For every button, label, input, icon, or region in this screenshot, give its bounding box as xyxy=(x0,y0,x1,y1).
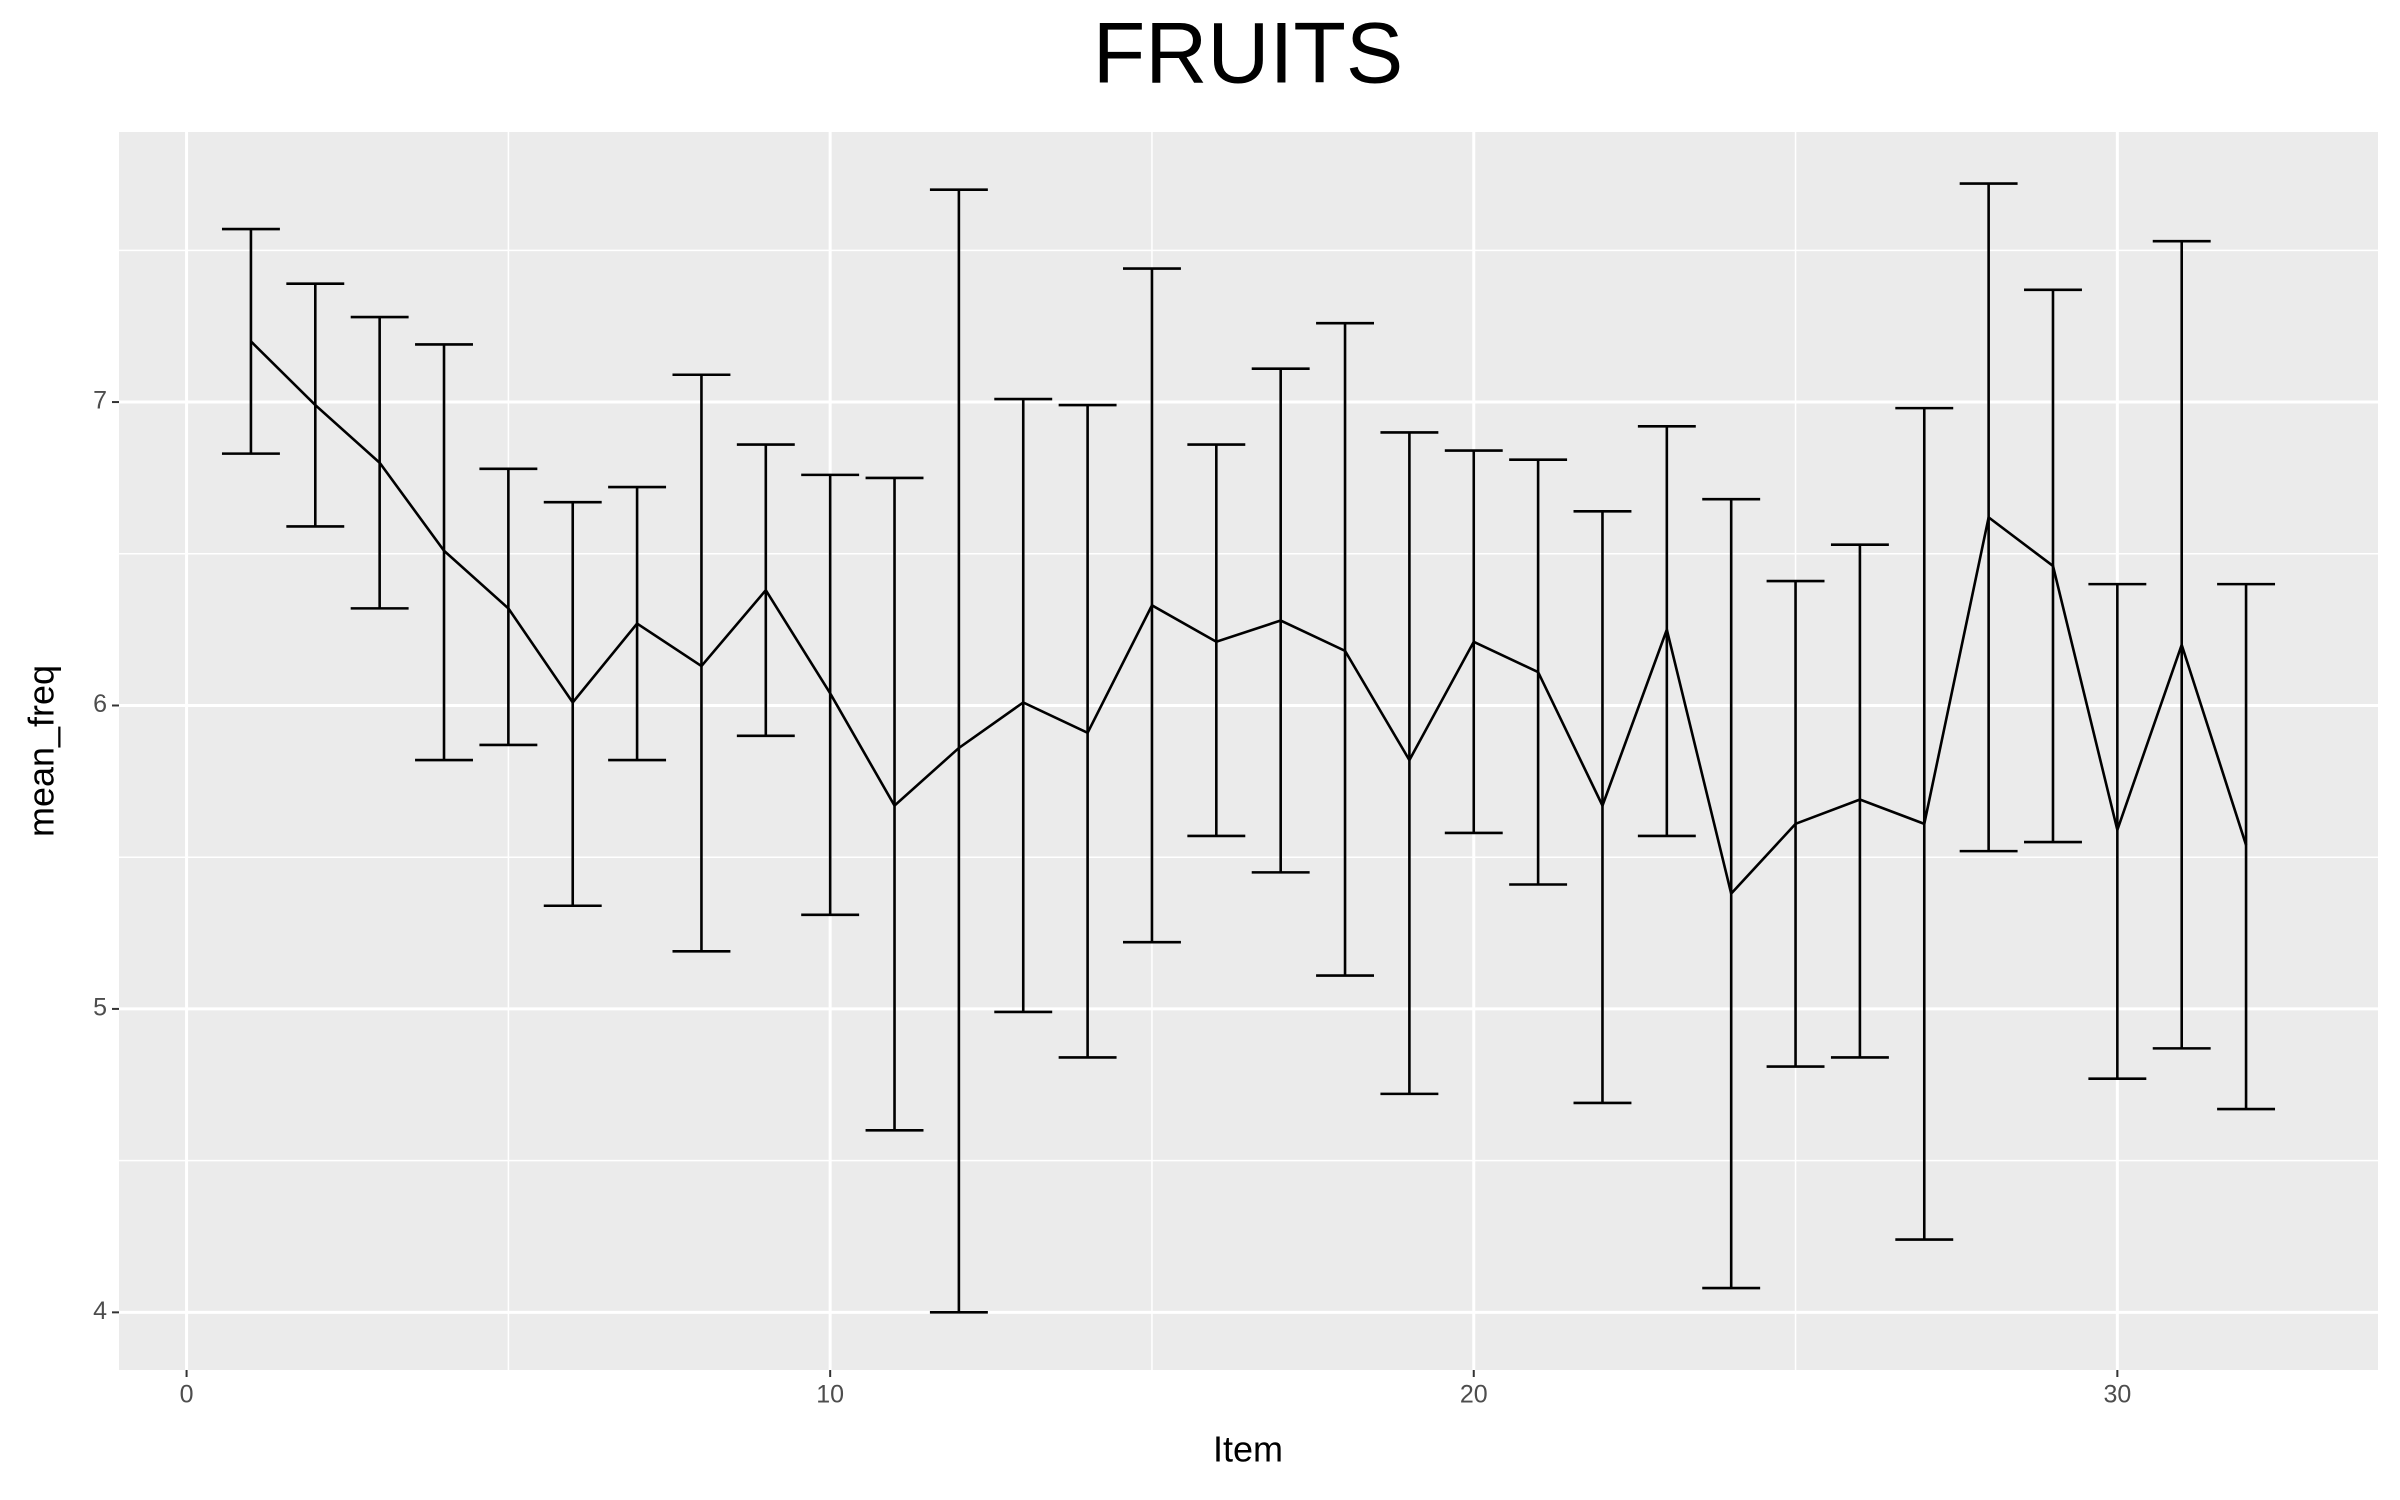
mean-line xyxy=(250,340,2248,897)
y-tick-label: 7 xyxy=(93,387,107,415)
error-bar xyxy=(1316,321,1374,977)
error-bar xyxy=(1380,431,1439,1096)
error-bar xyxy=(1187,443,1246,838)
y-tick-label: 5 xyxy=(93,994,107,1022)
x-axis-title: Item xyxy=(1213,1429,1283,1470)
x-tick-label: 10 xyxy=(816,1381,844,1409)
x-tick-label: 0 xyxy=(180,1381,194,1409)
y-axis-title: mean_freq xyxy=(21,665,62,837)
y-tick-label: 6 xyxy=(93,690,107,718)
panel xyxy=(119,132,2378,1370)
chart-title: FRUITS xyxy=(1093,6,1404,102)
x-tick-label: 30 xyxy=(2103,1381,2131,1409)
error-bar xyxy=(221,227,280,455)
error-bar xyxy=(994,397,1053,1014)
x-tick-label: 20 xyxy=(1460,1381,1488,1409)
error-bar xyxy=(929,188,988,1314)
error-bar xyxy=(672,373,731,953)
error-bar xyxy=(1830,543,1889,1059)
error-bar xyxy=(2217,582,2276,1111)
y-tick-label: 4 xyxy=(93,1297,107,1325)
